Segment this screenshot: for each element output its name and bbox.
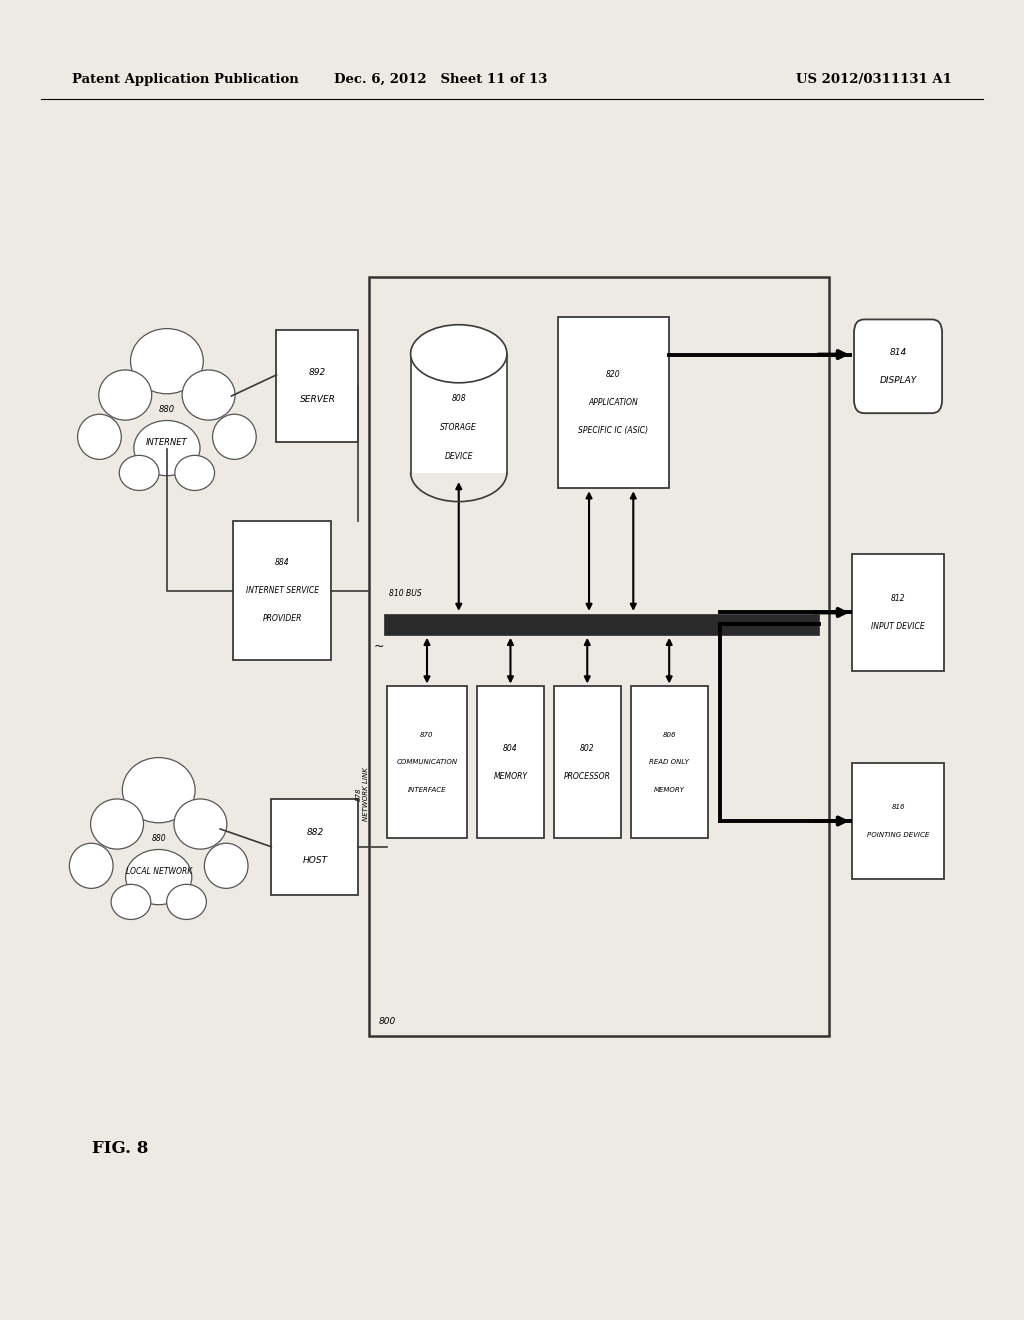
Ellipse shape	[130, 329, 204, 393]
Ellipse shape	[126, 850, 191, 904]
Ellipse shape	[122, 758, 196, 822]
Ellipse shape	[167, 884, 207, 920]
Text: PROVIDER: PROVIDER	[262, 614, 302, 623]
Text: SPECIFIC IC (ASIC): SPECIFIC IC (ASIC)	[579, 426, 648, 434]
Text: Dec. 6, 2012   Sheet 11 of 13: Dec. 6, 2012 Sheet 11 of 13	[334, 73, 547, 86]
Ellipse shape	[98, 370, 152, 420]
Text: APPLICATION: APPLICATION	[589, 399, 638, 407]
Text: 816: 816	[891, 804, 905, 810]
Text: STORAGE: STORAGE	[440, 424, 477, 433]
Text: 804: 804	[503, 744, 518, 752]
Text: 878
NETWORK LINK: 878 NETWORK LINK	[356, 767, 369, 821]
Ellipse shape	[213, 414, 256, 459]
Text: 880: 880	[152, 834, 166, 843]
Ellipse shape	[78, 414, 121, 459]
Bar	[411, 354, 507, 473]
FancyBboxPatch shape	[854, 319, 942, 413]
Bar	[852, 763, 944, 879]
Text: 884: 884	[274, 558, 290, 568]
Text: INPUT DEVICE: INPUT DEVICE	[871, 622, 925, 631]
Bar	[369, 277, 829, 1036]
Ellipse shape	[111, 884, 151, 920]
Text: 880: 880	[159, 405, 175, 414]
Text: 820: 820	[606, 371, 621, 379]
Text: Patent Application Publication: Patent Application Publication	[72, 73, 298, 86]
Text: 800: 800	[379, 1016, 396, 1026]
Bar	[233, 521, 331, 660]
Text: FIG. 8: FIG. 8	[92, 1140, 148, 1156]
Text: 870: 870	[420, 731, 434, 738]
Text: INTERNET SERVICE: INTERNET SERVICE	[246, 586, 318, 595]
Bar	[852, 554, 944, 671]
Text: INTERNET: INTERNET	[146, 438, 187, 447]
Text: 892: 892	[309, 368, 326, 376]
Text: MEMORY: MEMORY	[494, 772, 527, 780]
Bar	[477, 686, 544, 838]
Text: US 2012/0311131 A1: US 2012/0311131 A1	[797, 73, 952, 86]
Text: INTERFACE: INTERFACE	[408, 787, 446, 793]
Text: 806: 806	[663, 731, 676, 738]
Bar	[387, 686, 467, 838]
Text: POINTING DEVICE: POINTING DEVICE	[867, 832, 929, 838]
Ellipse shape	[175, 455, 215, 491]
Ellipse shape	[174, 799, 227, 849]
Text: SERVER: SERVER	[299, 396, 336, 404]
Text: 812: 812	[891, 594, 905, 603]
Text: READ ONLY: READ ONLY	[649, 759, 689, 766]
Ellipse shape	[205, 843, 248, 888]
Bar	[558, 317, 669, 488]
Bar	[384, 614, 819, 635]
Ellipse shape	[182, 370, 236, 420]
Bar	[554, 686, 621, 838]
Bar	[631, 686, 708, 838]
Text: 882: 882	[306, 829, 324, 837]
Ellipse shape	[411, 325, 507, 383]
Text: MEMORY: MEMORY	[653, 787, 685, 793]
Text: DEVICE: DEVICE	[444, 453, 473, 462]
Ellipse shape	[90, 799, 143, 849]
Text: COMMUNICATION: COMMUNICATION	[396, 759, 458, 766]
Text: 810 BUS: 810 BUS	[389, 589, 422, 598]
Text: 814: 814	[890, 348, 906, 356]
Text: 808: 808	[452, 395, 466, 404]
Ellipse shape	[119, 455, 159, 491]
Bar	[276, 330, 358, 442]
Text: HOST: HOST	[302, 857, 328, 865]
Ellipse shape	[134, 421, 200, 475]
Ellipse shape	[70, 843, 113, 888]
Text: DISPLAY: DISPLAY	[880, 376, 916, 384]
Text: ~: ~	[374, 640, 384, 653]
Bar	[271, 799, 358, 895]
Text: PROCESSOR: PROCESSOR	[564, 772, 610, 780]
Text: LOCAL NETWORK: LOCAL NETWORK	[126, 867, 191, 876]
Text: 802: 802	[580, 744, 595, 752]
